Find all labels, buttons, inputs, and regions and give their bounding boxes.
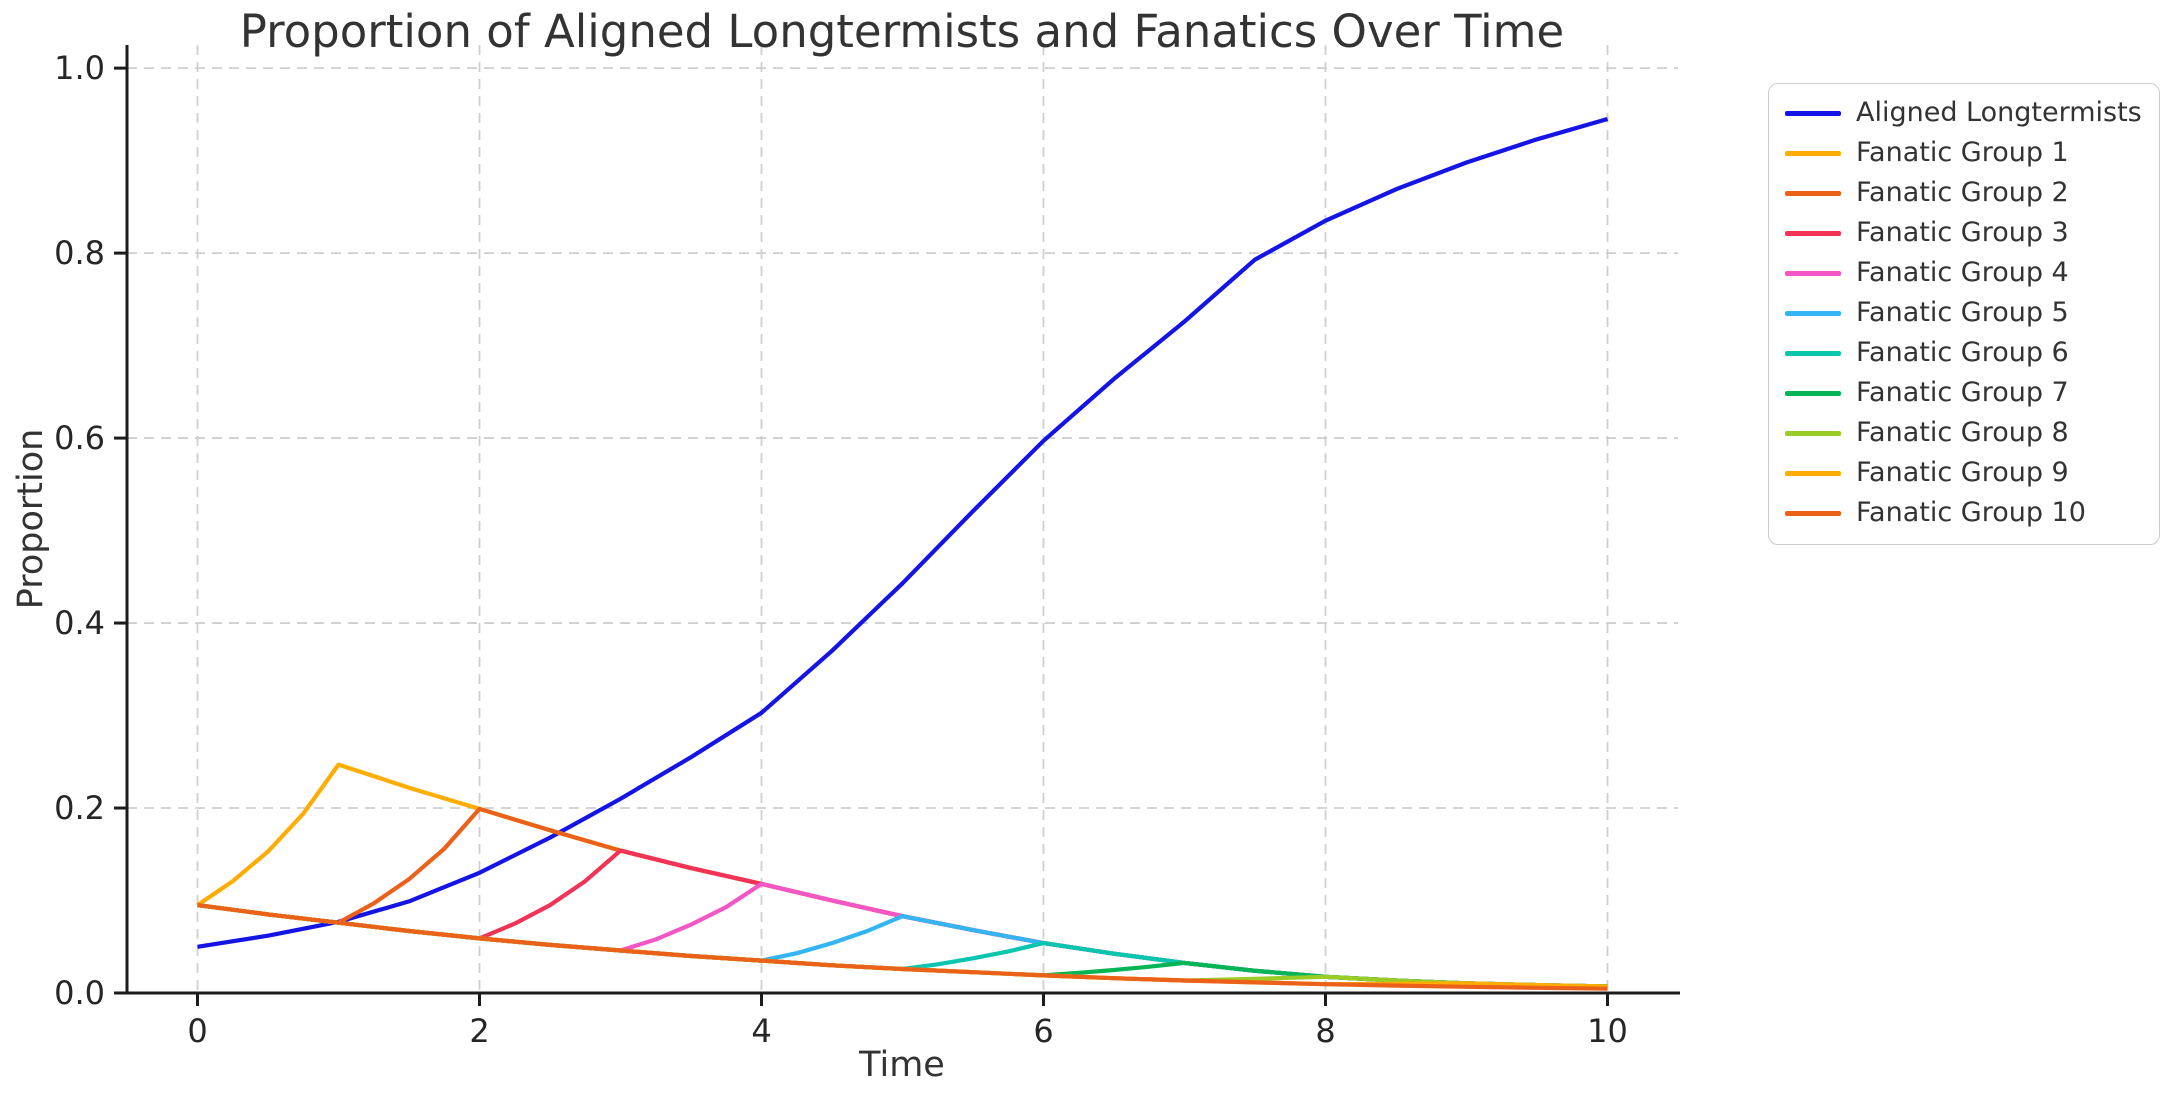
x-tick-label: 10	[1587, 1012, 1628, 1050]
legend-item-label: Fanatic Group 6	[1856, 337, 2069, 368]
legend-item-label: Fanatic Group 7	[1856, 377, 2069, 408]
chart-title: Proportion of Aligned Longtermists and F…	[240, 5, 1564, 58]
y-tick-label: 0.0	[54, 974, 105, 1012]
legend-item-label: Aligned Longtermists	[1856, 97, 2142, 128]
y-axis-label: Proportion	[11, 429, 51, 610]
axes-spines	[125, 45, 1680, 995]
legend-item-label: Fanatic Group 1	[1856, 137, 2069, 168]
legend-swatch-line	[1785, 390, 1841, 396]
legend-swatch-line	[1785, 150, 1841, 156]
legend-item-label: Fanatic Group 8	[1856, 417, 2069, 448]
legend-item-label: Fanatic Group 10	[1856, 497, 2086, 528]
legend-item-label: Fanatic Group 9	[1856, 457, 2069, 488]
legend-item: Fanatic Group 3	[1785, 213, 2143, 253]
series-line-fanatic-group-10	[197, 903, 1608, 991]
x-axis-label: Time	[858, 1045, 945, 1085]
legend-item: Fanatic Group 1	[1785, 133, 2143, 173]
legend-swatch-line	[1785, 230, 1841, 236]
legend-item: Fanatic Group 6	[1785, 333, 2143, 373]
legend-swatch-line	[1785, 470, 1841, 476]
legend-item: Fanatic Group 10	[1785, 493, 2143, 533]
legend-item: Fanatic Group 5	[1785, 293, 2143, 333]
legend-swatch-line	[1785, 110, 1841, 116]
legend-item-label: Fanatic Group 2	[1856, 177, 2069, 208]
y-tick-label: 0.8	[54, 234, 105, 272]
x-tick-label: 6	[1033, 1012, 1053, 1050]
legend-item-label: Fanatic Group 5	[1856, 297, 2069, 328]
legend-swatch-line	[1785, 430, 1841, 436]
series-line-fanatic-group-5	[197, 903, 1608, 989]
legend-item: Fanatic Group 4	[1785, 253, 2143, 293]
series-line-fanatic-group-1	[196, 762, 1608, 989]
legend-swatch-line	[1785, 510, 1841, 516]
legend-swatch-line	[1785, 190, 1841, 196]
gridlines	[127, 45, 1678, 993]
legend-item: Fanatic Group 2	[1785, 173, 2143, 213]
y-tick-label: 1.0	[54, 49, 105, 87]
legend-swatch-line	[1785, 310, 1841, 316]
y-tick-label: 0.2	[54, 789, 105, 827]
legend-item: Aligned Longtermists	[1785, 93, 2143, 133]
x-tick-label: 4	[751, 1012, 771, 1050]
y-tick-label: 0.6	[54, 419, 105, 457]
legend-item-label: Fanatic Group 3	[1856, 217, 2069, 248]
legend-item: Fanatic Group 9	[1785, 453, 2143, 493]
series-line-fanatic-group-2	[197, 806, 1608, 989]
series-line-fanatic-group-3	[197, 848, 1608, 989]
y-tick-label: 0.4	[54, 604, 105, 642]
legend-item: Fanatic Group 8	[1785, 413, 2143, 453]
series-line-aligned-longtermists	[197, 116, 1609, 949]
axis-ticks: 0 2 4 6 8 10 0.0 0.2 0.4 0.6 0.8 1.0	[54, 49, 1628, 1050]
x-tick-label: 0	[187, 1012, 207, 1050]
legend: Aligned Longtermists Fanatic Group 1 Fanat…	[1768, 83, 2160, 545]
legend-swatch-line	[1785, 270, 1841, 276]
legend-swatch-line	[1785, 350, 1841, 356]
legend-item: Fanatic Group 7	[1785, 373, 2143, 413]
x-tick-label: 8	[1315, 1012, 1335, 1050]
x-tick-label: 2	[469, 1012, 489, 1050]
series-lines	[196, 116, 1609, 991]
legend-item-label: Fanatic Group 4	[1856, 257, 2069, 288]
